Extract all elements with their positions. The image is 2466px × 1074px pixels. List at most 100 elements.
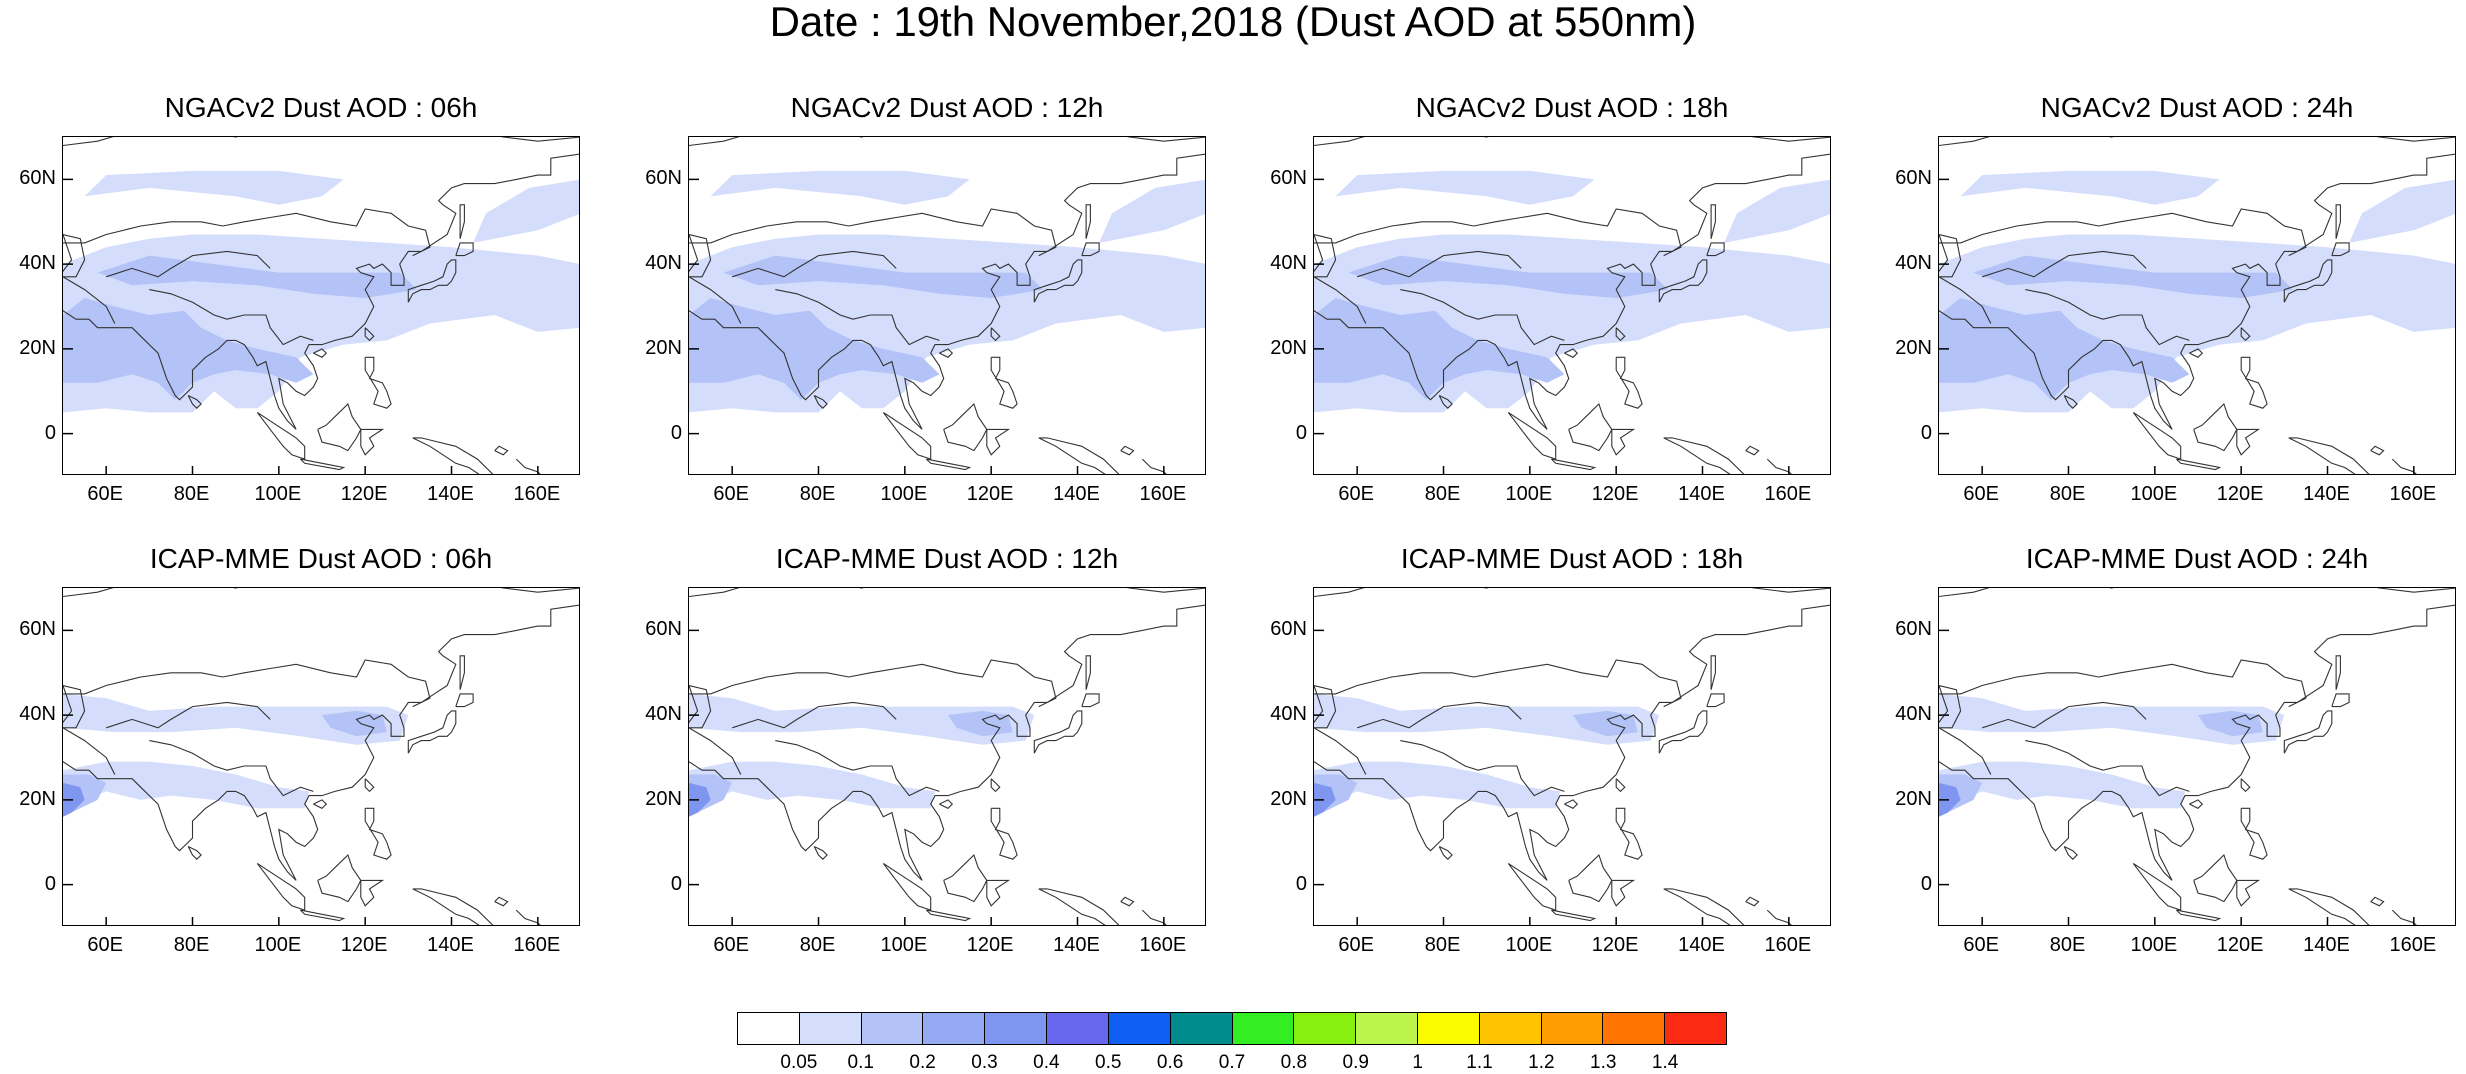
- lon-tick-label: 160E: [1764, 934, 1812, 956]
- lon-tick-label: 80E: [173, 934, 210, 956]
- lat-tick-label: 20N: [19, 336, 56, 359]
- coastline: [689, 588, 1205, 598]
- island-outline: [1568, 402, 1613, 452]
- island-outline: [1615, 356, 1643, 409]
- dust-field-moderate: [1314, 298, 1565, 400]
- colorbar-swatch: [738, 1013, 800, 1044]
- dust-field-low: [84, 170, 344, 205]
- lat-tick-label: 20N: [1270, 787, 1307, 810]
- lat-tick-label: 60N: [645, 618, 682, 641]
- coastline: [2391, 458, 2417, 474]
- lon-tick-label: 120E: [2216, 934, 2264, 956]
- island-outline: [990, 778, 1001, 793]
- lon-tick-label: 140E: [1678, 934, 1725, 956]
- lat-tick-label: 40N: [1270, 703, 1307, 726]
- colorbar-swatch: [1294, 1013, 1357, 1044]
- island-outline: [943, 853, 988, 903]
- dust-field-moderate: [1973, 255, 2293, 298]
- colorbar-swatch: [1417, 1013, 1480, 1044]
- lat-tick-label: 0: [1920, 421, 1932, 444]
- dust-field-low: [1314, 693, 1660, 745]
- island-outline: [1507, 411, 1557, 460]
- island-outline: [1507, 862, 1557, 911]
- island-outline: [317, 853, 362, 903]
- colorbar-label: 1.4: [1651, 1052, 1679, 1073]
- island-outline: [1611, 879, 1636, 907]
- island-outline: [2283, 259, 2333, 303]
- lon-tick-label: 160E: [1139, 934, 1187, 956]
- lon-tick-label: 100E: [880, 934, 928, 956]
- colorbar-label: 0.5: [1095, 1052, 1122, 1073]
- dust-field-high: [63, 782, 85, 817]
- island-outline: [459, 204, 465, 239]
- island-outline: [2240, 327, 2251, 342]
- coastline: [1939, 588, 2455, 598]
- island-outline: [63, 233, 86, 278]
- coastline: [1314, 276, 1367, 324]
- island-outline: [2331, 242, 2350, 257]
- coastline: [1939, 604, 2455, 881]
- island-outline: [986, 428, 1011, 456]
- island-outline: [1438, 846, 1453, 860]
- island-outline: [63, 684, 86, 729]
- lon-tick-label: 160E: [2389, 934, 2437, 956]
- island-outline: [1551, 458, 1597, 471]
- colorbar-swatch: [985, 1013, 1048, 1044]
- lon-tick-label: 100E: [880, 483, 928, 505]
- lon-tick-label: 160E: [513, 934, 561, 956]
- colorbar-label: 0.7: [1218, 1052, 1246, 1073]
- island-outline: [882, 862, 932, 911]
- coastline: [775, 740, 940, 797]
- coastline: [1939, 137, 2455, 147]
- dust-field-low: [1960, 170, 2220, 205]
- island-outline: [1710, 655, 1716, 690]
- island-outline: [412, 888, 494, 925]
- lon-tick-label: 60E: [1338, 483, 1374, 505]
- dust-field-moderate: [1348, 255, 1668, 298]
- island-outline: [2132, 411, 2182, 460]
- island-outline: [1438, 395, 1453, 409]
- dust-field-low: [1099, 179, 1205, 243]
- lat-tick-label: 40N: [19, 703, 56, 726]
- dust-field-moderate: [948, 710, 1013, 737]
- colorbar-swatch: [1665, 1013, 1726, 1044]
- coastline: [1314, 604, 1830, 881]
- island-outline: [1033, 710, 1083, 754]
- coastline: [1982, 701, 2147, 729]
- island-outline: [2236, 879, 2261, 907]
- coastline: [2025, 740, 2190, 797]
- dust-field-moderate: [723, 255, 1043, 298]
- island-outline: [1663, 888, 1745, 925]
- map-panel: [62, 136, 580, 475]
- island-outline: [1745, 896, 1760, 907]
- island-outline: [1615, 807, 1643, 860]
- island-outline: [494, 896, 509, 907]
- coastline: [1314, 727, 1367, 775]
- coastline: [1314, 137, 1830, 147]
- island-outline: [1314, 684, 1337, 729]
- island-outline: [990, 807, 1018, 860]
- colorbar-swatch: [1356, 1013, 1418, 1044]
- lon-tick-label: 100E: [254, 934, 302, 956]
- coastline: [2391, 909, 2417, 925]
- dust-field-low: [689, 761, 935, 809]
- lon-tick-label: 60E: [87, 483, 123, 505]
- lon-tick-label: 120E: [340, 934, 388, 956]
- dust-map: [1939, 588, 2455, 925]
- map-panel: [1313, 587, 1831, 926]
- lon-tick-label: 100E: [2130, 934, 2178, 956]
- lat-tick-label: 40N: [1895, 252, 1932, 275]
- lon-tick-label: 100E: [1505, 934, 1553, 956]
- map-panel: [1313, 136, 1831, 475]
- dust-field-moderate: [2198, 710, 2263, 737]
- island-outline: [187, 395, 202, 409]
- coastline: [1939, 276, 1992, 324]
- coastline: [775, 289, 940, 346]
- island-outline: [1706, 242, 1725, 257]
- colorbar-label: 0.2: [909, 1052, 936, 1073]
- coastline: [1400, 740, 1565, 797]
- coastline: [689, 208, 1057, 257]
- island-outline: [364, 807, 392, 860]
- dust-field-high: [1314, 782, 1336, 817]
- lon-tick-label: 140E: [2303, 934, 2350, 956]
